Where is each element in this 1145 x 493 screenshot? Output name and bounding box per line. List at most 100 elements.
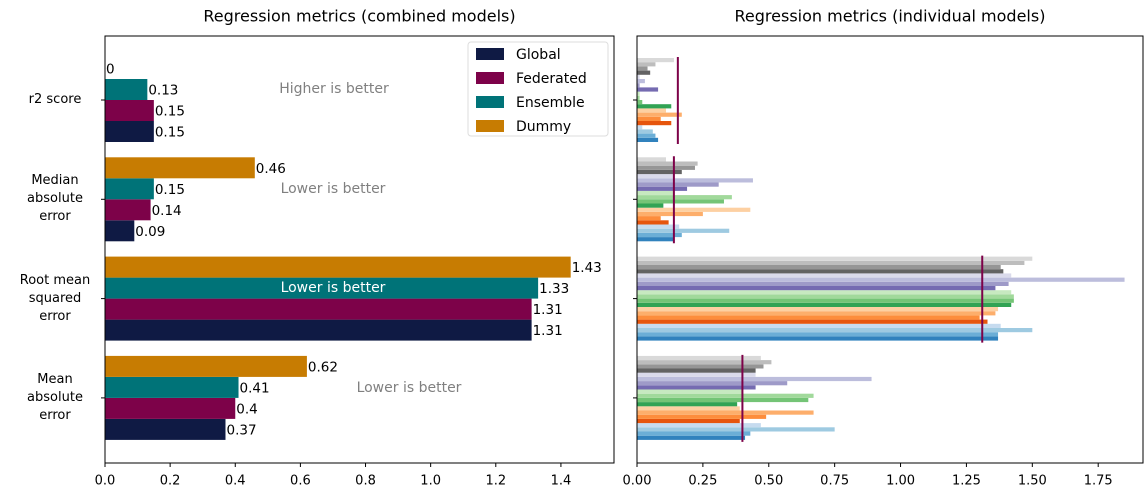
bar [637,62,656,67]
bar [637,178,753,183]
x-tick-label: 1.2 [485,474,506,489]
bar [637,70,651,75]
bar [105,355,307,377]
bar [637,385,756,390]
bar [637,290,1012,295]
bar [637,381,788,386]
bar [637,58,674,63]
bar [637,323,1001,328]
value-label: 0.46 [256,161,286,177]
bar [637,372,756,377]
bar [637,435,746,440]
bar [637,79,645,84]
bar [637,133,656,138]
x-tick-label: 0.50 [754,474,783,489]
bar [637,273,1012,278]
chart-title: Regression metrics (individual models) [735,7,1046,26]
bar [637,336,999,341]
bar [637,161,698,166]
y-tick-label: r2 score [28,92,82,107]
bar [637,83,640,88]
bar [637,91,640,96]
bar [637,393,814,398]
x-tick-label: 1.00 [886,474,915,489]
axes-frame [636,35,1144,464]
bar [637,137,659,142]
bar [105,199,151,221]
bar [637,104,672,109]
legend-swatch [476,96,504,108]
x-tick-label: 0.4 [225,474,246,489]
bar [637,277,1125,282]
bar [637,100,643,105]
value-label: 0.15 [155,125,185,141]
value-label: 0.37 [226,422,256,438]
bar [637,186,688,191]
x-tick-label: 0.6 [290,474,311,489]
bar [637,237,674,242]
bar [637,281,1009,286]
bar [637,182,719,187]
x-tick-label: 0.0 [95,474,116,489]
y-tick-label: Root mean squared error [19,272,91,324]
bar [105,376,239,398]
bar [637,112,682,117]
bar [637,256,1033,261]
bar [637,95,640,100]
legend-swatch [476,120,504,132]
bar [637,220,669,225]
bar [637,332,999,337]
bar [637,368,756,373]
x-tick-label: 1.75 [1084,474,1113,489]
legend-box [467,41,609,137]
value-label: 1.31 [533,302,563,318]
legend-label: Ensemble [516,95,585,111]
value-label: 1.33 [539,281,569,297]
value-label: 0.4 [236,401,257,417]
bar [105,298,532,320]
value-label: 1.43 [572,260,602,276]
bar [105,220,135,242]
bar [637,228,730,233]
bar [637,265,1001,270]
bar [637,302,1012,307]
bar [105,79,148,100]
bar [637,174,674,179]
x-tick-label: 0.8 [355,474,376,489]
x-tick-label: 0.2 [160,474,181,489]
bar [637,315,980,320]
bar [637,389,743,394]
bar [637,269,1004,274]
bar [637,360,772,365]
legend-label: Dummy [516,119,571,135]
bar [637,116,661,121]
value-label: 1.31 [533,323,563,339]
bar [637,307,999,312]
bar [637,414,767,419]
bar [637,125,643,130]
value-label: 0 [106,62,115,78]
x-tick-label: 0.25 [688,474,717,489]
bar [105,397,236,419]
bar [637,286,996,291]
bar [637,195,732,200]
bar [637,232,682,238]
annotation: Lower is better [357,380,462,396]
x-tick-label: 1.25 [952,474,981,489]
bar [637,203,664,208]
bar [637,364,764,369]
bar [105,277,539,299]
value-label: 0.14 [152,203,182,219]
value-label: 0.41 [240,380,270,396]
bar [105,418,226,440]
bar [637,87,659,92]
bar [105,256,571,278]
value-label: 0.09 [135,224,165,240]
bar [637,66,648,71]
value-label: 0.15 [155,182,185,198]
x-tick-label: 0.00 [623,474,652,489]
chart-title: Regression metrics (combined models) [203,7,515,26]
bar [637,165,695,170]
bar [637,224,680,229]
